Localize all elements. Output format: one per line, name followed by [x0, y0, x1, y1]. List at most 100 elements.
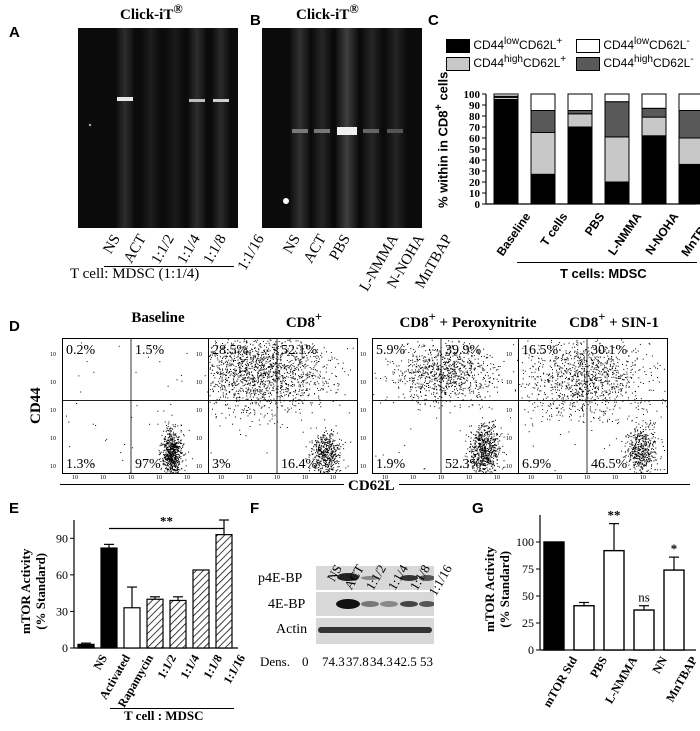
- panel-d-plot-title-text: CD8: [399, 315, 429, 331]
- panel-letter-b: B: [250, 12, 261, 29]
- panel-c-bar-segment: [567, 93, 593, 111]
- panel-e-bar: [215, 534, 233, 649]
- panel-d-plot-title-post: + Peroxynitrite: [435, 315, 537, 331]
- panel-d-quadrant-label: 30.1%: [591, 343, 628, 358]
- panel-d-xtick-label: 10: [100, 475, 106, 481]
- panel-c-ytick-label: 70: [469, 122, 481, 134]
- panel-d-xtick-label: 10: [584, 475, 590, 481]
- panel-d-flow-plot: 0.2% 1.5% 1.3% 97%: [62, 338, 212, 474]
- panel-e-bar: [123, 607, 141, 649]
- panel-d-flow-plot: 16.5% 30.1% 6.9% 46.5%: [518, 338, 668, 474]
- panel-e-ytick-label: 30: [56, 604, 68, 618]
- panel-d-xtick-label: 10: [382, 475, 388, 481]
- panel-c-bar-segment: [678, 137, 700, 165]
- legend-a-sup2: +: [556, 36, 563, 47]
- panel-c-bar-segment: [530, 132, 556, 175]
- panel-c-bar-segment: [641, 116, 667, 137]
- legend-c-sup2: +: [560, 54, 567, 65]
- legend-swatch-lowpos: [446, 38, 470, 53]
- panel-c-bar-segment: [493, 93, 519, 97]
- panel-d-ytick-label: 10: [506, 464, 512, 470]
- panel-f-dens-value: 37.8: [346, 654, 369, 669]
- legend-item-highneg: CD44highCD62L-: [576, 54, 694, 71]
- panel-f-row-4ebp: 4E-BP: [268, 597, 306, 612]
- panel-c-bar-segment: [641, 107, 667, 118]
- panel-d-xtick-label: 10: [156, 475, 162, 481]
- panel-g-ytick-label: 0: [528, 643, 534, 657]
- panel-d-quadrant-label: 16.4%: [281, 457, 318, 472]
- panel-d-quadrant-label: 46.5%: [591, 457, 628, 472]
- legend-swatch-highpos: [446, 56, 470, 71]
- panel-e-bar: [100, 547, 118, 649]
- panel-d-ylabel: CD44: [28, 387, 44, 424]
- panel-d-ytick-label: 10: [50, 352, 56, 358]
- panel-c-bar-segment: [678, 110, 700, 139]
- panel-letter-f: F: [250, 500, 260, 517]
- panel-c-bar-segment: [641, 93, 667, 109]
- panel-f-row-actin: Actin: [276, 622, 308, 637]
- panel-c-bar-segment: [604, 181, 630, 205]
- panel-letter-c: C: [428, 12, 439, 29]
- panel-d-xtick-label: 10: [438, 475, 444, 481]
- panel-c-bar-segment: [567, 113, 593, 128]
- panel-b-gel: [262, 28, 422, 228]
- panel-d-xlabel: CD62L: [344, 478, 399, 495]
- panel-d-xtick-label: 10: [128, 475, 134, 481]
- panel-d-ytick-label: 10: [196, 352, 202, 358]
- panel-d-plot-title: CD8+ + Peroxynitrite: [378, 310, 558, 332]
- panel-g-annotation: **: [608, 508, 621, 523]
- legend-b-main: CD44: [603, 38, 635, 52]
- legend-item-highpos: CD44highCD62L+: [446, 54, 566, 71]
- panel-c-ytick-label: 0: [475, 199, 481, 210]
- panel-d-ytick-label: 10: [50, 408, 56, 414]
- panel-d-xtick-label: 10: [410, 475, 416, 481]
- panel-d-ytick-label: 10: [506, 436, 512, 442]
- panel-f-dens-value: 42.5: [394, 654, 417, 669]
- panel-f-dens-value: 74.3: [322, 654, 345, 669]
- legend-a-main: CD44: [473, 38, 505, 52]
- panel-e-ytick-label: 0: [62, 641, 68, 655]
- legend-d-sup2: -: [690, 54, 694, 65]
- panel-d-ytick-label: 10: [50, 436, 56, 442]
- panel-c-bar-segment: [678, 93, 700, 111]
- panel-d-xtick-label: 10: [494, 475, 500, 481]
- panel-b-title: Click-iT®: [296, 2, 359, 24]
- panel-letter-d: D: [9, 318, 20, 335]
- panel-g-ytick-label: 75: [522, 562, 534, 576]
- panel-e-bar: [192, 569, 210, 649]
- panel-d-ytick-label: 10: [196, 408, 202, 414]
- panel-d-xtick-label: 10: [218, 475, 224, 481]
- panel-e-group-line: [110, 708, 234, 709]
- legend-b-sup1: low: [634, 36, 650, 47]
- panel-f-dens-label: Dens.: [260, 654, 290, 669]
- panel-d-scatter: [66, 342, 210, 474]
- panel-d-xtick-label: 10: [302, 475, 308, 481]
- panel-d-plot-title-text: CD8: [285, 315, 316, 331]
- panel-f-blot: [316, 566, 435, 644]
- legend-b-sup2: -: [686, 36, 690, 47]
- panel-d-quadrant-label: 28.5%: [212, 343, 249, 358]
- panel-c-ytick-label: 90: [469, 100, 481, 112]
- panel-c-ytick-label: 50: [469, 144, 481, 156]
- panel-c-ylabel-sup: +: [433, 104, 445, 111]
- legend-d-sup1: high: [634, 54, 653, 65]
- panel-e-sig-label: **: [160, 514, 173, 529]
- panel-d-plot-title: CD8+: [214, 310, 394, 332]
- panel-g-ylabel-1: mTOR Activity: [482, 546, 497, 632]
- legend-c-mid: CD62L: [522, 56, 561, 70]
- panel-c-group-label: T cells: MDSC: [560, 266, 647, 281]
- panel-b-title-text: Click-iT: [296, 7, 350, 23]
- panel-d-xtick-label: 10: [330, 475, 336, 481]
- panel-d-xtick-label: 10: [274, 475, 280, 481]
- panel-d-quadrant-label: 16.5%: [522, 343, 559, 358]
- panel-c-bar-segment: [530, 93, 556, 111]
- panel-e-ytick-label: 60: [56, 568, 68, 582]
- legend-swatch-lowneg: [576, 38, 600, 53]
- panel-b-gel-bands: [283, 28, 406, 228]
- legend-d-main: CD44: [603, 56, 635, 70]
- panel-d-plot-title-sup: +: [598, 310, 606, 324]
- panel-d-quadrant-label: 1.9%: [376, 457, 406, 472]
- panel-a-group-line: [104, 266, 234, 267]
- panel-g-ytick-label: 100: [516, 535, 534, 549]
